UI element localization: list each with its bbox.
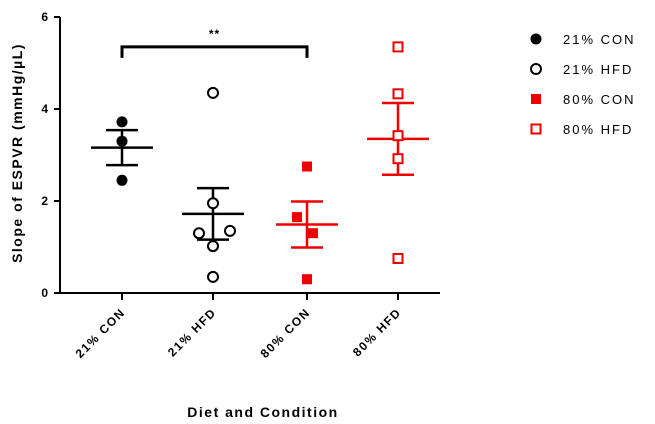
data-point bbox=[302, 274, 312, 285]
significance-bracket: ** bbox=[120, 27, 309, 58]
legend-item: 21% CON bbox=[530, 32, 636, 47]
data-point bbox=[530, 123, 542, 135]
data-point bbox=[224, 224, 236, 237]
x-tick-label: 21% HFD bbox=[165, 305, 219, 359]
significance-line bbox=[120, 45, 309, 58]
legend-item: 80% CON bbox=[531, 92, 636, 107]
data-groups bbox=[91, 41, 429, 285]
x-tick-label: 80% CON bbox=[258, 305, 314, 361]
y-tick-label: 6 bbox=[41, 10, 48, 24]
significance-label: ** bbox=[209, 27, 220, 41]
data-point bbox=[207, 197, 219, 210]
data-point bbox=[292, 212, 302, 223]
legend-label: 80% CON bbox=[563, 92, 636, 107]
data-point bbox=[308, 228, 318, 239]
y-axis-title: Slope of ESPVR (mmHg/µL) bbox=[9, 43, 25, 263]
data-point bbox=[392, 41, 404, 53]
data-point bbox=[116, 135, 128, 147]
data-group bbox=[91, 116, 153, 186]
x-tick-label: 80% HFD bbox=[350, 305, 404, 359]
data-point bbox=[392, 88, 404, 100]
legend-label: 21% CON bbox=[563, 32, 636, 47]
data-point bbox=[530, 33, 542, 45]
data-point bbox=[302, 161, 312, 172]
y-tick-label: 2 bbox=[41, 194, 48, 208]
data-point bbox=[530, 63, 542, 75]
y-tick-label: 0 bbox=[41, 286, 48, 300]
y-tick-label: 4 bbox=[41, 102, 48, 116]
data-point bbox=[116, 174, 128, 186]
legend: 21% CON 21% HFD 80% CON 80% HFD bbox=[530, 32, 636, 137]
legend-item: 80% HFD bbox=[530, 122, 633, 137]
axes: 0 2 4 6 21% CON 21% HFD 80% CON 80% HFD bbox=[41, 10, 440, 361]
legend-label: 21% HFD bbox=[563, 62, 633, 77]
legend-item: 21% HFD bbox=[530, 62, 633, 77]
data-group bbox=[182, 86, 244, 283]
data-point bbox=[392, 153, 404, 165]
data-point bbox=[193, 227, 205, 240]
x-tick-label: 21% CON bbox=[73, 305, 129, 361]
legend-label: 80% HFD bbox=[563, 122, 633, 137]
x-axis-title: Diet and Condition bbox=[187, 404, 338, 420]
data-point bbox=[207, 86, 219, 99]
data-point bbox=[207, 240, 219, 253]
data-point bbox=[116, 116, 128, 128]
data-group bbox=[276, 161, 338, 285]
data-point bbox=[392, 253, 404, 264]
data-group bbox=[367, 41, 429, 264]
data-point bbox=[392, 130, 404, 142]
data-point bbox=[531, 94, 541, 104]
data-point bbox=[207, 270, 219, 283]
